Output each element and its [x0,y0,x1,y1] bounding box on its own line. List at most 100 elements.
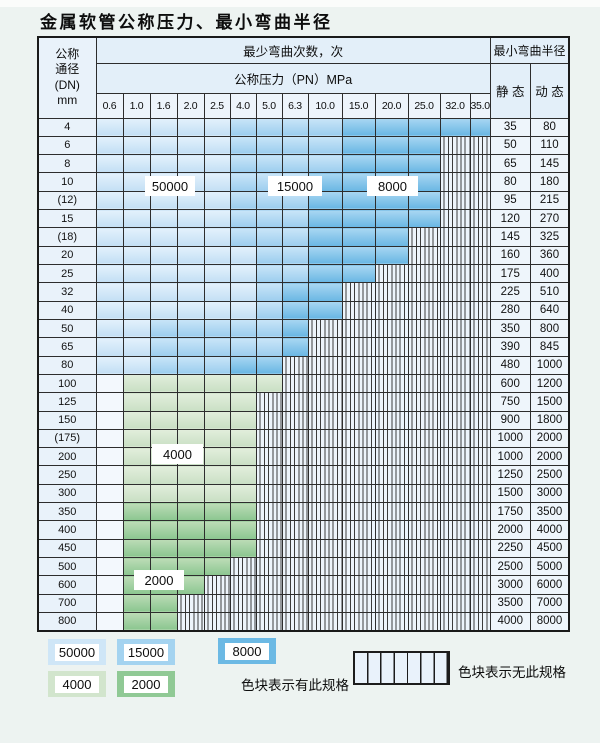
grid-cell-h-pn-15.0 [341,428,376,449]
grid-cell-s5-pn-2.5 [203,135,231,156]
grid-cell-s8-pn-25.0 [407,135,441,156]
grid-cell-h-pn-35.0 [469,190,491,211]
static-radius-value: 480 [489,355,531,375]
grid-cell-s8-pn-6.3 [281,282,309,302]
grid-cell-g4-pn-1.6 [149,465,178,485]
static-radius-value: 1000 [489,447,531,467]
table-row-dn-18: (18) 145 325 [37,227,570,247]
grid-cell-s8-pn-15.0 [341,135,376,156]
grid-cell-h-pn-10.0 [307,337,343,357]
grid-cell-s15-pn-5.0 [255,318,283,339]
grid-cell-s5-pn-1.0 [122,227,151,247]
pressure-values-row: 0.6 1.0 1.6 2.0 2.5 4.0 5.0 6.3 10.0 15.0 20.0 25.0… [38,92,569,119]
static-radius-value: 120 [489,209,531,229]
grid-cell-h-pn-20.0 [374,593,409,613]
grid-cell-s15-pn-1.6 [149,355,178,375]
grid-cell-s5-pn-0.6 [95,154,124,174]
grid-cell-h-pn-25.0 [407,355,441,375]
table-row-dn-6: 6 50 110 [37,135,570,156]
dn-value: 25 [37,263,97,284]
grid-cell-h-pn-15.0 [341,447,376,467]
grid-cell-s5-pn-0.6 [95,355,124,375]
grid-cell-w-pn-0.6 [95,575,124,595]
table-row-dn-80: 80 480 1000 [37,355,570,375]
table-row-dn-500: 500 2500 5000 [37,556,570,577]
grid-cell-h-pn-25.0 [407,245,441,266]
legend-swatch-2000: 2000 [117,671,175,697]
grid-cell-s5-pn-2.5 [203,300,231,320]
table-row-dn-65: 65 390 845 [37,337,570,357]
grid-cell-s8-pn-25.0 [407,209,441,229]
grid-cell-s15-pn-6.3 [281,227,309,247]
grid-cell-h-pn-32.0 [439,135,471,156]
grid-cell-h-pn-25.0 [407,428,441,449]
grid-cell-h-pn-15.0 [341,520,376,540]
grid-cell-h-pn-25.0 [407,556,441,577]
grid-cell-h-pn-35.0 [469,520,491,540]
grid-cell-h-pn-6.3 [281,465,309,485]
grid-cell-g2-pn-1.6 [149,538,178,559]
grid-cell-s8-pn-10.0 [307,282,343,302]
grid-cell-g2-pn-1.0 [122,520,151,540]
table-row-dn-400: 400 2000 4000 [37,520,570,540]
grid-cell-h-pn-32.0 [439,337,471,357]
grid-cell-s8-pn-10.0 [307,209,343,229]
grid-cell-g4-pn-4.0 [229,410,257,430]
grid-cell-s5-pn-2.5 [203,117,231,137]
grid-cell-s15-pn-5.0 [255,154,283,174]
grid-cell-s5-pn-1.0 [122,300,151,320]
grid-cell-h-pn-32.0 [439,520,471,540]
pressure-col-25.0: 25.0 [407,92,441,119]
grid-cell-h-pn-15.0 [341,502,376,522]
grid-cell-s15-pn-6.3 [281,209,309,229]
grid-cell-h-pn-20.0 [374,337,409,357]
dynamic-radius-value: 360 [529,245,570,266]
grid-cell-h-pn-35.0 [469,282,491,302]
grid-cell-s5-pn-2.5 [203,172,231,192]
table-row-dn-50: 50 350 800 [37,318,570,339]
grid-cell-s5-pn-2.0 [176,117,205,137]
dynamic-radius-value: 3000 [529,483,570,504]
grid-cell-h-pn-15.0 [341,355,376,375]
dynamic-radius-value: 8000 [529,611,570,632]
grid-cell-w-pn-0.6 [95,447,124,467]
grid-cell-h-pn-20.0 [374,447,409,467]
grid-cell-h-pn-2.0 [176,611,205,632]
grid-cell-h-pn-10.0 [307,373,343,394]
nominal-pressure-header: 公称压力（PN）MPa [95,62,491,94]
table-row-dn-600: 600 3000 6000 [37,575,570,595]
grid-cell-w-pn-0.6 [95,483,124,504]
grid-cell-s5-pn-1.0 [122,263,151,284]
grid-cell-s15-pn-4.0 [229,135,257,156]
pressure-col-5.0: 5.0 [255,92,283,119]
grid-cell-s15-pn-5.0 [255,282,283,302]
dynamic-radius-value: 145 [529,154,570,174]
spec-table-wrapper: 公称 通径 (DN) mm 最少弯曲次数，次 最小弯曲半径 公称压力（PN）MP… [37,36,571,632]
legend-swatch-8000-label: 8000 [225,642,269,660]
grid-cell-h-pn-10.0 [307,502,343,522]
dynamic-radius-value: 510 [529,282,570,302]
dn-value: 125 [37,392,97,412]
grid-cell-g4-pn-2.5 [203,447,231,467]
grid-cell-h-pn-32.0 [439,300,471,320]
static-radius-value: 1000 [489,428,531,449]
pressure-col-2.0: 2.0 [176,92,205,119]
grid-cell-g4-pn-4.0 [229,483,257,504]
grid-cell-s15-pn-10.0 [307,135,343,156]
grid-cell-g2-pn-2.5 [203,520,231,540]
grid-cell-h-pn-6.3 [281,593,309,613]
grid-cell-s5-pn-2.5 [203,209,231,229]
grid-cell-h-pn-4.0 [229,575,257,595]
dn-value: 8 [37,154,97,174]
grid-cell-g4-pn-2.5 [203,410,231,430]
table-header: 公称 通径 (DN) mm 最少弯曲次数，次 最小弯曲半径 公称压力（PN）MP… [37,36,570,119]
dynamic-radius-value: 2500 [529,465,570,485]
grid-cell-h-pn-10.0 [307,520,343,540]
grid-cell-g4-pn-2.5 [203,483,231,504]
table-row-dn-175: (175) 1000 2000 [37,428,570,449]
grid-cell-h-pn-32.0 [439,227,471,247]
grid-cell-s5-pn-1.6 [149,117,178,137]
grid-cell-h-pn-20.0 [374,520,409,540]
grid-cell-s15-pn-6.3 [281,245,309,266]
grid-cell-s8-pn-35.0 [469,117,491,137]
